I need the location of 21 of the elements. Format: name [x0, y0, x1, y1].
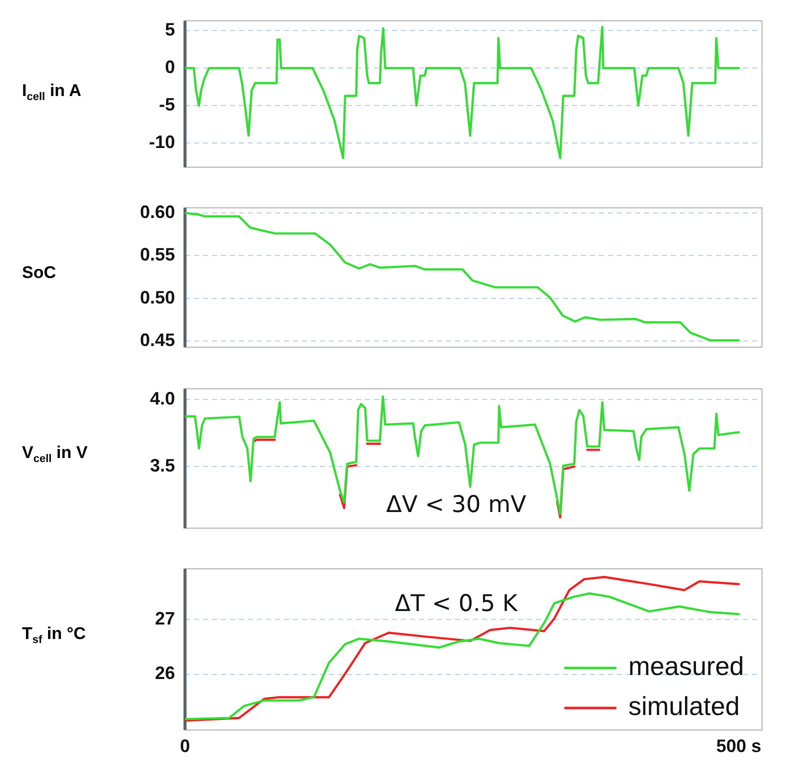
y-axis-title: T$_{sf}$ in °C: [22, 624, 86, 647]
y-axis-title: I$_{cell}$ in A: [22, 80, 82, 104]
y-tick-label: 4.0: [150, 388, 175, 408]
y-tick-label: 5: [164, 20, 175, 40]
y-tick-label: 0.45: [140, 330, 175, 350]
y-tick-label: 26: [154, 663, 175, 684]
y-tick-label: -10: [148, 132, 175, 152]
annotation: ΔV < 30 mV: [386, 492, 526, 518]
y-tick-label: 27: [154, 608, 175, 629]
y-axis-title: SoC: [22, 262, 56, 283]
y-tick-label: 0: [164, 57, 175, 78]
legend-label: measured: [628, 651, 744, 682]
y-tick-label: 0.55: [140, 244, 175, 265]
y-tick-label: 0.60: [140, 202, 175, 222]
legend-label: simulated: [628, 691, 740, 722]
y-tick-label: 0.50: [140, 287, 175, 308]
y-tick-label: 3.5: [150, 456, 175, 476]
x-tick-label: 500 s: [716, 736, 762, 756]
y-tick-label: -5: [158, 94, 175, 115]
y-axis-title: V$_{cell}$ in V: [22, 443, 88, 466]
annotation: ΔT < 0.5 K: [394, 590, 518, 617]
